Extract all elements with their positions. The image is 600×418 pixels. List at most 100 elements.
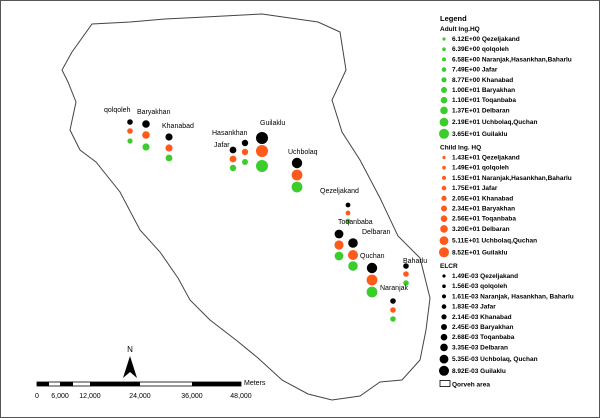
legend-entry: 1.37E+01 Delbaran [452, 107, 510, 114]
legend-entry: 2.14E-03 Khanabad [452, 314, 512, 321]
legend-symbol [439, 354, 449, 364]
site-dot [334, 229, 344, 239]
legend-entry: 1.61E-03 Naranjak, Hasankhan, Baharlu [452, 293, 574, 300]
legend-entry: 5.35E-03 Uchbolaq, Quchan [452, 356, 538, 363]
legend-symbol [441, 324, 447, 330]
legend-entry: 8.92E-03 Guilaklu [452, 368, 506, 375]
legend-entry: 7.49E+00 Jafar [452, 67, 498, 74]
legend-entry: 2.68E-03 Toqanbaba [452, 334, 515, 341]
site-dot [241, 148, 249, 156]
site-dot [366, 274, 378, 286]
site-dot [142, 120, 150, 128]
site-dot [229, 146, 237, 154]
legend-symbol [441, 304, 447, 309]
legend-entry: 2.34E+01 Baryakhan [452, 206, 515, 213]
site-label: Hasankhan [212, 130, 248, 137]
site-label: Quchan [360, 253, 385, 260]
site-label: Toqanbaba [338, 219, 373, 226]
legend-entry: 2.56E+01 Toqanbaba [452, 216, 516, 223]
legend-symbol [440, 333, 448, 341]
scale-bar [36, 381, 242, 387]
legend-symbol [439, 117, 449, 127]
site-label: Jafar [214, 142, 230, 149]
legend-entry: 1.10E+01 Toqanbaba [452, 97, 516, 104]
legend-symbol [442, 284, 446, 289]
legend-entry: 1.83E-03 Jafar [452, 304, 496, 311]
legend-area-label: Qorveh area [452, 382, 490, 389]
legend-symbol [441, 195, 447, 201]
site-dot [127, 138, 133, 144]
site-dot [334, 240, 344, 250]
site-dot [345, 202, 351, 208]
site-dot [165, 133, 173, 141]
legend-entry: 2.19E+01 Uchbolaq,Quchan [452, 119, 537, 126]
legend-entry: 8.77E+00 Khanabad [452, 77, 513, 84]
legend-symbol [442, 37, 446, 41]
site-dot [403, 280, 409, 286]
legend-entry: 1.49E+01 qolqoleh [452, 165, 509, 172]
legend-symbol [442, 175, 446, 180]
legend-entry: 6.58E+00 Naranjak,Hasankhan,Baharlu [452, 56, 572, 63]
site-dot [142, 143, 150, 151]
legend-entry: 6.12E+00 Qezeljakand [452, 36, 520, 43]
legend-entry: 1.53E+01 Naranjak,Hasankhan,Baharlu [452, 175, 572, 182]
legend-entry: 8.52E+01 Guilaklu [452, 249, 507, 256]
site-dot [366, 286, 378, 298]
region-outline [61, 13, 431, 401]
legend-entry: 1.56E-03 qolqoleh [452, 283, 507, 290]
site-dot [390, 298, 396, 304]
site-dot [291, 181, 303, 193]
legend-symbol [439, 128, 449, 139]
legend-entry: 5.11E+01 Uchbolaq,Quchan [452, 238, 537, 245]
site-dot [256, 132, 268, 144]
site-dot [348, 250, 358, 260]
scale-tick-label: 0 [35, 393, 39, 400]
site-dot [256, 145, 268, 157]
site-label: Delbaran [362, 229, 391, 236]
site-dot [165, 144, 173, 152]
site-label: Baryakhan [137, 109, 171, 116]
site-dot [334, 251, 344, 261]
scale-tick-label: 36,000 [181, 393, 203, 400]
legend-symbol [441, 314, 447, 320]
legend-section-title: ELCR [440, 263, 458, 270]
legend-entry: 2.45E-03 Baryakhan [452, 324, 513, 331]
legend-symbol [439, 365, 449, 376]
legend-area-symbol [439, 380, 451, 387]
site-dot [366, 262, 378, 274]
legend-entry: 1.43E+01 Qezeljakand [452, 155, 520, 162]
north-arrow [123, 356, 137, 378]
site-dot [241, 139, 249, 147]
legend-entry: 3.20E+01 Delbaran [452, 226, 510, 233]
legend-entry: 1.75E+01 Jafar [452, 185, 498, 192]
legend-symbol [442, 57, 446, 62]
legend-symbol [442, 155, 446, 160]
site-dot [229, 164, 237, 172]
site-label: Guilaklu [260, 120, 285, 127]
scale-tick-label: 6,000 [51, 393, 69, 400]
legend-symbol [440, 106, 448, 115]
site-dot [127, 119, 133, 125]
legend-symbol [441, 205, 447, 212]
legend-symbol [441, 87, 447, 93]
legend-entry: 6.39E+00 qolqoleh [452, 46, 509, 53]
site-dot [242, 159, 248, 165]
legend-symbol [439, 247, 449, 258]
legend-symbol [440, 215, 448, 222]
site-label: Uchbolaq [288, 149, 318, 156]
site-dot [229, 155, 237, 163]
site-dot [403, 263, 409, 269]
site-dot [390, 307, 396, 313]
site-dot [348, 261, 358, 271]
site-dot [403, 271, 409, 277]
legend-entry: 3.35E-03 Delbaran [452, 344, 508, 351]
site-label: Naranjak [380, 285, 409, 292]
legend-symbol [441, 67, 447, 72]
legend-symbol [441, 77, 447, 83]
legend-symbol [439, 236, 449, 246]
scale-tick-label: 12,000 [79, 393, 101, 400]
legend-symbol [441, 185, 447, 191]
site-label: qolqoleh [104, 107, 131, 114]
legend-title: Legend [440, 14, 467, 23]
